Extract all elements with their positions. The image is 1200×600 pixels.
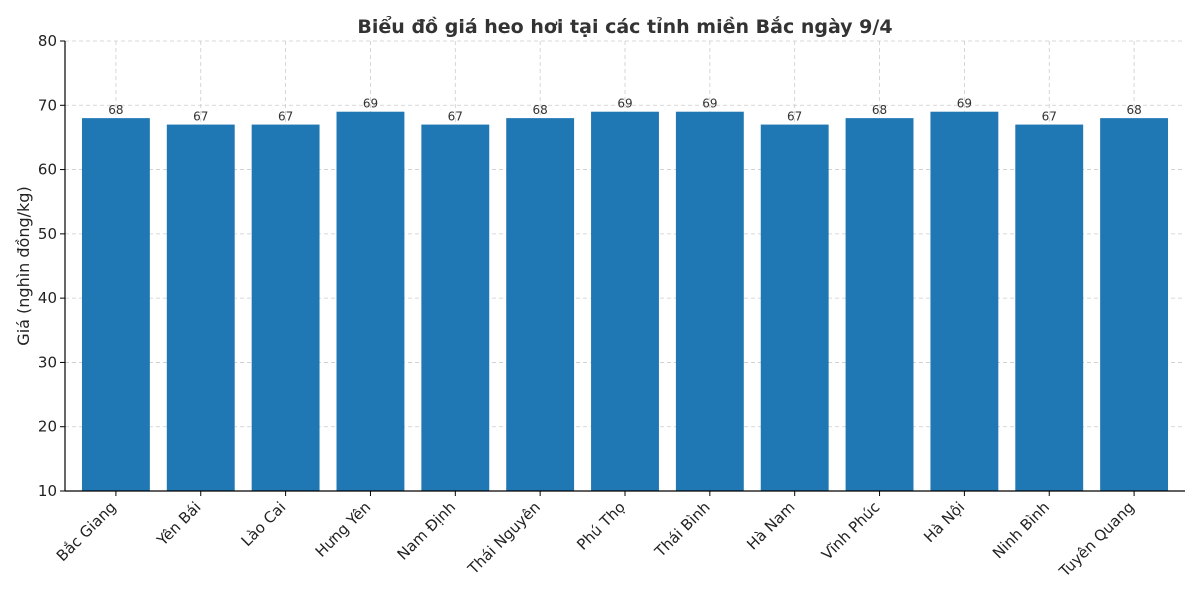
data-label-6: 68 xyxy=(533,103,548,117)
data-label-5: 67 xyxy=(448,110,463,124)
bar-2 xyxy=(166,124,235,492)
x-tick-label-7: Phú Thọ xyxy=(573,498,629,554)
x-tick-label-1: Bắc Giang xyxy=(53,498,120,565)
axes xyxy=(60,40,1185,496)
x-tick-label-11: Hà Nội xyxy=(920,498,968,546)
y-tick-label-40: 40 xyxy=(38,289,57,307)
y-tick-label-30: 30 xyxy=(38,353,57,371)
data-label-8: 69 xyxy=(702,97,717,111)
bar-1 xyxy=(81,118,150,492)
data-label-10: 68 xyxy=(872,103,887,117)
y-tick-label-70: 70 xyxy=(38,96,57,114)
x-tick-label-4: Hưng Yên xyxy=(312,498,375,561)
x-tick-label-9: Hà Nam xyxy=(743,498,798,553)
data-labels: 68 67 67 69 67 68 69 69 67 68 69 67 68 xyxy=(108,97,1141,124)
bar-5 xyxy=(421,124,490,492)
x-tick-label-8: Thái Bình xyxy=(651,498,714,561)
bars xyxy=(81,111,1169,492)
x-tick-label-10: Vĩnh Phúc xyxy=(818,498,883,563)
data-label-2: 67 xyxy=(193,110,208,124)
bar-3 xyxy=(251,124,320,492)
bar-12 xyxy=(1015,124,1084,492)
bar-11 xyxy=(930,111,999,491)
bar-9 xyxy=(760,124,829,492)
bar-7 xyxy=(591,111,659,491)
data-label-13: 68 xyxy=(1126,103,1141,117)
bar-6 xyxy=(506,118,575,492)
y-tick-label-60: 60 xyxy=(38,161,57,179)
x-tick-label-3: Lào Cai xyxy=(238,498,290,550)
x-tick-label-2: Yên Bái xyxy=(153,498,205,550)
y-tick-label-80: 80 xyxy=(38,32,57,50)
bar-4 xyxy=(336,111,405,491)
y-axis-label: Giá (nghìn đồng/kg) xyxy=(14,186,33,345)
x-tick-label-6: Thái Nguyên xyxy=(464,498,544,578)
bar-10 xyxy=(845,118,914,492)
x-tick-label-5: Nam Định xyxy=(394,498,459,563)
data-label-1: 68 xyxy=(108,103,123,117)
data-label-4: 69 xyxy=(363,97,378,111)
x-tick-labels: Bắc Giang Yên Bái Lào Cai Hưng Yên Nam Định T… xyxy=(53,498,1138,581)
data-label-12: 67 xyxy=(1042,110,1057,124)
data-label-11: 69 xyxy=(957,97,972,111)
y-tick-label-10: 10 xyxy=(38,482,57,500)
bar-13 xyxy=(1100,118,1169,492)
bar-8 xyxy=(675,111,744,491)
y-tick-label-20: 20 xyxy=(38,418,57,436)
data-label-7: 69 xyxy=(617,97,632,111)
chart-title: Biểu đồ giá heo hơi tại các tỉnh miền Bắ… xyxy=(357,15,892,38)
data-label-3: 67 xyxy=(278,110,293,124)
x-tick-label-12: Ninh Bình xyxy=(989,498,1053,562)
y-tick-label-50: 50 xyxy=(38,225,57,243)
x-tick-label-13: Tuyên Quang xyxy=(1055,498,1138,581)
data-label-9: 67 xyxy=(787,110,802,124)
y-tick-labels: 10 20 30 40 50 60 70 80 xyxy=(38,32,57,500)
